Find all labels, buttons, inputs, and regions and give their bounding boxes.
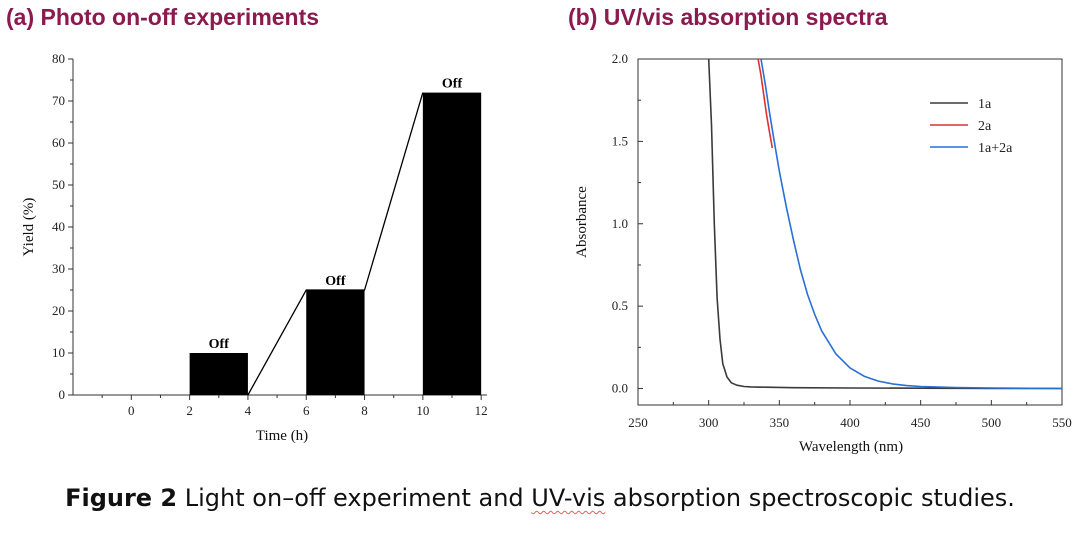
y-tick-label: 70 [52,93,65,108]
x-tick-label: 450 [911,415,931,430]
bar-3 [422,92,482,395]
x-tick-label: 300 [699,415,719,430]
caption-label: Figure 2 [65,484,178,512]
y-tick-label: 1.0 [612,216,628,231]
caption-underlined: UV-vis [531,484,606,512]
y-tick-label: 40 [52,219,65,234]
x-axis-label: Time (h) [256,428,308,444]
panel-a-title: (a) Photo on-off experiments [6,4,320,30]
plot-frame [637,58,1063,406]
x-tick-label: 10 [416,403,429,418]
series-line-3 [760,59,1062,390]
y-tick-label: 0.0 [612,381,628,396]
x-tick-label: 2 [186,403,193,418]
y-tick-label: 0 [59,387,66,402]
series-group [707,59,1062,390]
y-tick-label: 0.5 [612,298,628,313]
y-tick-label: 80 [52,51,65,66]
legend-label-1: 1a [978,97,992,112]
x-tick-label: 400 [840,415,860,430]
bar-label-3: Off [442,77,463,92]
y-tick-label: 50 [52,177,65,192]
x-tick-label: 250 [628,415,648,430]
legend-label-2: 2a [978,119,992,134]
x-tick-label: 350 [770,415,790,430]
y-tick-label: 30 [52,261,65,276]
figure-caption: Figure 2 Light on–off experiment and UV-… [0,484,1080,512]
x-tick-label: 8 [361,403,368,418]
y-tick-label: 2.0 [612,51,628,66]
legend-label-3: 1a+2a [978,141,1013,156]
caption-pre: Light on–off experiment and [177,484,532,512]
y-tick-label: 60 [52,135,65,150]
caption-post: absorption spectroscopic studies. [605,484,1015,512]
bar-label-2: Off [325,274,346,289]
y-tick-label: 1.5 [612,133,628,148]
bar-2 [306,290,365,395]
x-tick-label: 500 [982,415,1002,430]
series-line-2 [757,59,774,149]
x-tick-label: 6 [303,403,310,418]
x-axis-label: Wavelength (nm) [799,439,903,455]
y-tick-label: 20 [52,303,65,318]
x-tick-label: 0 [128,403,135,418]
x-tick-label: 4 [245,403,252,418]
chart-a-bar: 0 10 20 30 40 50 60 70 80 0 2 4 6 8 10 12 Time (h) Yield … [21,51,488,444]
panel-b-title: (b) UV/vis absorption spectra [568,4,888,30]
y-axis-label: Yield (%) [21,198,37,257]
bar-1 [189,353,248,395]
bar-label-1: Off [209,337,230,352]
x-tick-label: 550 [1052,415,1072,430]
y-tick-label: 10 [52,345,65,360]
series-line-1 [707,59,1062,390]
x-tick-label: 12 [475,403,488,418]
chart-b-spectra: 0.0 0.5 1.0 1.5 2.0 250 300 350 400 450 500 550 Wave… [574,51,1072,455]
y-axis-label: Absorbance [574,186,590,258]
